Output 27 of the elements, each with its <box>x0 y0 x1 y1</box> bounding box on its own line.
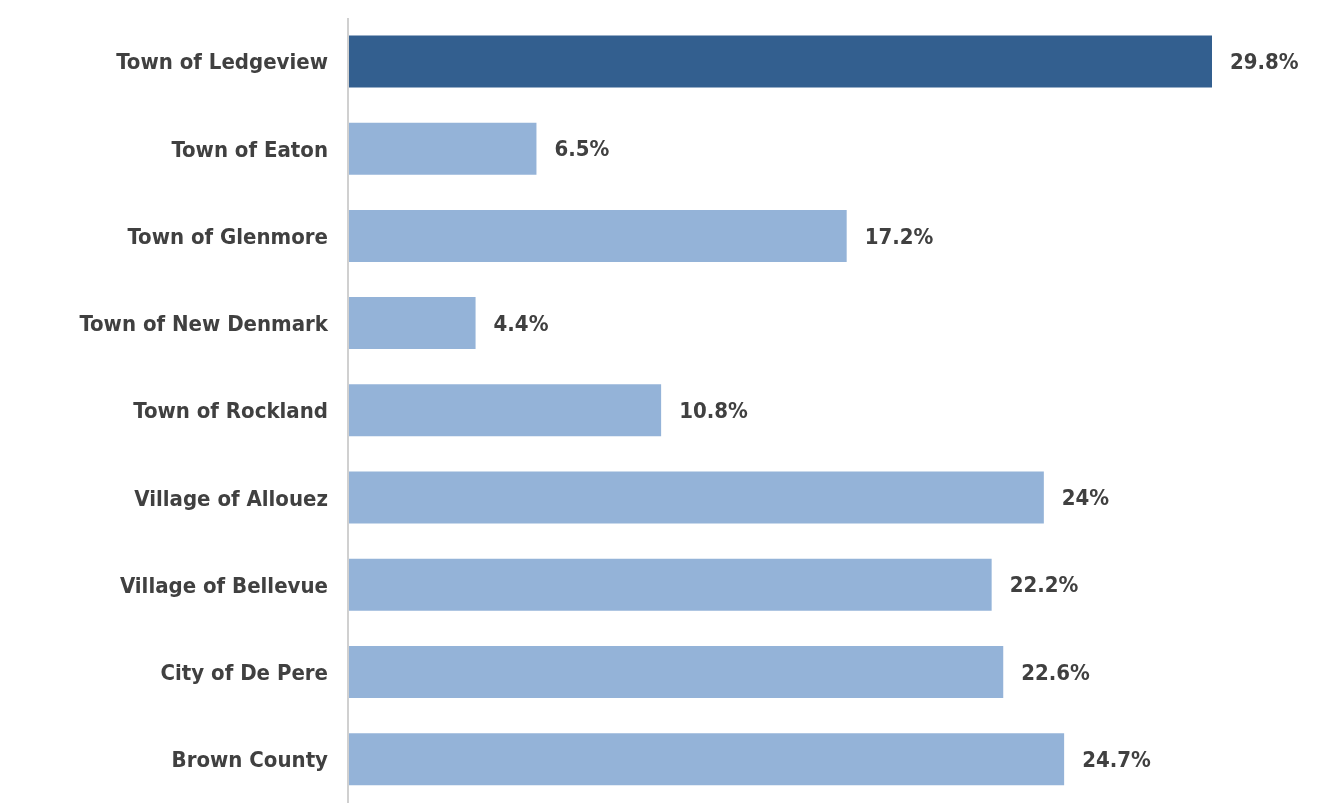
data-label: 17.2% <box>864 223 934 249</box>
y-tick-label: Town of Eaton <box>171 136 328 162</box>
bar <box>348 733 1065 786</box>
y-tick-label: Village of Bellevue <box>119 572 328 598</box>
bar <box>348 297 476 350</box>
data-label: 10.8% <box>679 398 748 424</box>
y-tick-label: Town of Ledgeview <box>116 49 328 75</box>
bar <box>348 384 662 437</box>
bar <box>348 35 1212 88</box>
data-label: 4.4% <box>493 310 549 336</box>
data-label: 24.7% <box>1082 746 1151 772</box>
bar <box>348 471 1044 524</box>
y-tick-label: Town of Rockland <box>133 398 328 424</box>
data-label: 24% <box>1061 485 1110 511</box>
y-tick-label: Village of Allouez <box>134 485 328 511</box>
y-tick-label: Town of New Denmark <box>79 311 329 337</box>
data-label: 22.6% <box>1021 659 1091 685</box>
bar <box>348 558 992 611</box>
y-tick-label: Brown County <box>171 747 329 773</box>
bar <box>348 122 537 175</box>
data-label: 29.8% <box>1230 49 1299 75</box>
data-label: 22.2% <box>1009 572 1079 598</box>
data-label: 6.5% <box>554 136 610 162</box>
bar <box>348 209 847 262</box>
y-tick-label: Town of Glenmore <box>127 223 328 249</box>
bar <box>348 646 1004 698</box>
y-tick-label: City of De Pere <box>160 659 328 685</box>
